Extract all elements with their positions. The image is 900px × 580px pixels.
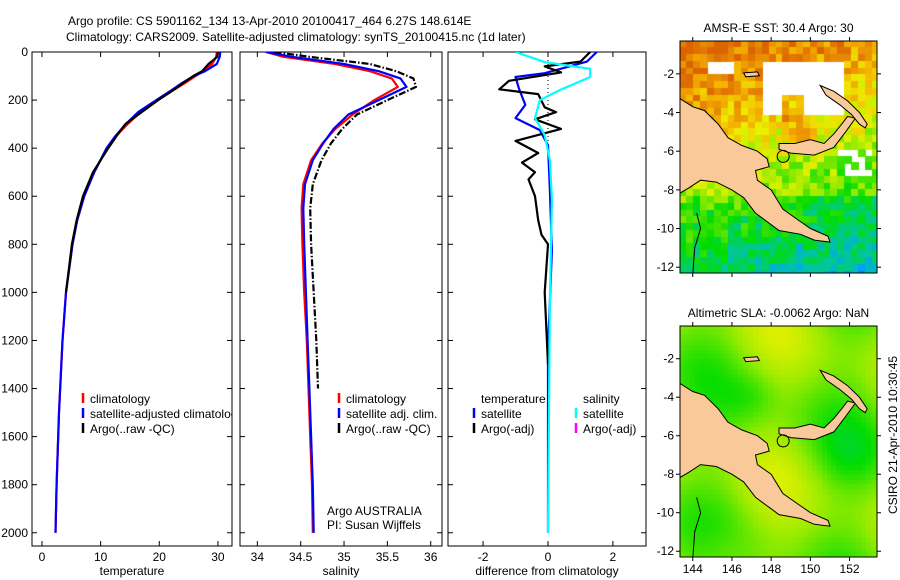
legend-label: climatology — [346, 392, 406, 406]
x-tick-label: 10 — [94, 550, 108, 564]
y-tick-label: 1200 — [1, 333, 28, 347]
map-sla: Altimetric SLA: -0.0062 Argo: NaN 144 146 1… — [657, 306, 881, 576]
x-tick-label: 35 — [337, 550, 351, 564]
x-tick-label: 30 — [211, 550, 225, 564]
x-tick-label: 20 — [153, 550, 167, 564]
series-line-salinity-satellite — [515, 52, 592, 533]
y-tick-label: 600 — [8, 189, 28, 203]
lat-tick-label: -6 — [663, 429, 674, 443]
land-mass — [680, 98, 831, 243]
land-mass — [742, 71, 761, 78]
annotation-text: PI: Susan Wijffels — [327, 518, 421, 532]
series-group — [498, 52, 598, 533]
coastline — [692, 212, 702, 273]
legend-label: satellite — [583, 407, 624, 421]
lat-tick-label: -4 — [663, 106, 674, 120]
legend-label: Argo(-adj) — [481, 422, 534, 436]
y-tick-label: 200 — [8, 93, 28, 107]
x-tick-label: 0 — [545, 550, 552, 564]
axes-box-salinity — [239, 51, 443, 547]
lon-tick-label: 152 — [840, 562, 860, 576]
lat-tick-label: -8 — [663, 183, 674, 197]
land-mass — [818, 84, 868, 129]
axes-box-temperature — [31, 51, 233, 547]
lat-tick-label: -2 — [663, 67, 674, 81]
x-tick-label: -2 — [478, 550, 489, 564]
panel-temperature: 0 10 20 30 0 200 400 600 800 1000 1200 1400 1600 1800… — [1, 45, 243, 578]
y-tick-label: 800 — [8, 237, 28, 251]
lon-tick-label: 148 — [761, 562, 781, 576]
legend-label: Argo(-adj) — [583, 422, 636, 436]
y-tick-label: 0 — [21, 45, 28, 59]
lat-tick-label: -12 — [657, 544, 675, 558]
land-mass — [778, 115, 857, 156]
lat-tick-label: -10 — [657, 506, 675, 520]
x-axis-label: salinity — [323, 564, 360, 578]
map-frame — [679, 325, 878, 558]
land-mass — [680, 382, 831, 527]
map-title: AMSR-E SST: 30.4 Argo: 30 — [703, 21, 853, 35]
map-sst: AMSR-E SST: 30.4 Argo: 30 -2 -4 -6 -8 -10 -12 — [657, 21, 881, 277]
panel-salinity: 34 34.5 35 35.5 36 salinity climatologysatelli… — [239, 51, 443, 578]
legend-label: satellite adj. clim. — [346, 407, 437, 421]
series-line-temperature-argo-adj- — [498, 52, 591, 365]
y-tick-label: 1400 — [1, 382, 28, 396]
series-line-argo-raw-qc- — [64, 52, 219, 293]
argo-location-marker — [776, 434, 790, 448]
legend-label: satellite-adjusted climatology — [90, 407, 243, 421]
annotation-text: Argo AUSTRALIA — [327, 504, 422, 518]
land-group — [680, 356, 868, 557]
lon-tick-label: 150 — [800, 562, 820, 576]
x-tick-label: 2 — [610, 550, 617, 564]
map-title: Altimetric SLA: -0.0062 Argo: NaN — [688, 306, 869, 320]
lon-tick-label: 144 — [683, 562, 703, 576]
lat-tick-label: -10 — [657, 222, 675, 236]
land-mass — [818, 369, 868, 414]
lon-tick-label: 146 — [722, 562, 742, 576]
coastline — [692, 497, 702, 557]
y-tick-label: 1800 — [1, 478, 28, 492]
map-frame — [679, 40, 878, 274]
y-tick-label: 1000 — [1, 285, 28, 299]
y-tick-label: 2000 — [1, 526, 28, 540]
legend-header: temperature — [481, 392, 546, 406]
x-tick-label: 35.5 — [376, 550, 400, 564]
series-line-argo-raw-qc- — [274, 52, 418, 389]
land-group — [680, 71, 868, 273]
legend-label: satellite — [481, 407, 522, 421]
land-mass — [778, 400, 857, 441]
y-tick-label: 400 — [8, 141, 28, 155]
legend-label: climatology — [90, 392, 150, 406]
land-mass — [742, 356, 761, 363]
footer-timestamp: CSIRO 21-Apr-2010 10:30:45 — [886, 356, 900, 514]
title-line-2: Climatology: CARS2009. Satellite-adjuste… — [66, 30, 526, 44]
y-tick-label: 1600 — [1, 430, 28, 444]
lat-tick-label: -8 — [663, 467, 674, 481]
x-tick-label: 34 — [251, 550, 265, 564]
x-tick-label: 34.5 — [289, 550, 313, 564]
lat-tick-label: -4 — [663, 390, 674, 404]
lat-tick-label: -2 — [663, 352, 674, 366]
series-group — [265, 52, 418, 533]
lat-tick-label: -6 — [663, 144, 674, 158]
series-group — [54, 52, 222, 533]
title-line-1: Argo profile: CS 5901162_134 13-Apr-2010… — [68, 14, 471, 28]
legend-header: salinity — [583, 392, 620, 406]
x-tick-label: 0 — [39, 550, 46, 564]
series-line-satellite-adj-clim- — [265, 52, 408, 533]
argo-location-marker — [776, 149, 790, 163]
legend-difference: temperaturesatelliteArgo(-adj)salinitysa… — [472, 392, 636, 436]
lat-tick-label: -12 — [657, 260, 675, 274]
x-axis-label: temperature — [100, 564, 165, 578]
x-axis-label: difference from climatology — [475, 564, 618, 578]
legend-label: Argo(..raw -QC) — [346, 422, 431, 436]
x-tick-label: 36 — [424, 550, 438, 564]
legend-label: Argo(..raw -QC) — [90, 422, 175, 436]
